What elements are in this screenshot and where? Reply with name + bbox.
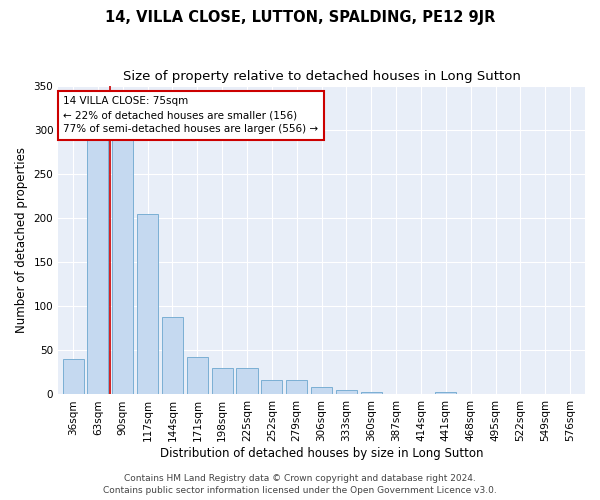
Bar xyxy=(212,368,233,394)
Bar xyxy=(311,388,332,394)
Bar xyxy=(88,136,109,394)
X-axis label: Distribution of detached houses by size in Long Sutton: Distribution of detached houses by size … xyxy=(160,447,484,460)
Bar xyxy=(361,392,382,394)
Title: Size of property relative to detached houses in Long Sutton: Size of property relative to detached ho… xyxy=(122,70,521,83)
Text: 14, VILLA CLOSE, LUTTON, SPALDING, PE12 9JR: 14, VILLA CLOSE, LUTTON, SPALDING, PE12 … xyxy=(105,10,495,25)
Bar xyxy=(262,380,283,394)
Bar xyxy=(336,390,357,394)
Bar xyxy=(236,368,257,394)
Bar xyxy=(435,392,457,394)
Y-axis label: Number of detached properties: Number of detached properties xyxy=(15,147,28,333)
Bar xyxy=(62,359,83,394)
Bar xyxy=(286,380,307,394)
Bar xyxy=(162,317,183,394)
Bar xyxy=(187,358,208,395)
Bar xyxy=(137,214,158,394)
Text: 14 VILLA CLOSE: 75sqm
← 22% of detached houses are smaller (156)
77% of semi-det: 14 VILLA CLOSE: 75sqm ← 22% of detached … xyxy=(64,96,319,134)
Bar xyxy=(112,136,133,394)
Text: Contains HM Land Registry data © Crown copyright and database right 2024.
Contai: Contains HM Land Registry data © Crown c… xyxy=(103,474,497,495)
